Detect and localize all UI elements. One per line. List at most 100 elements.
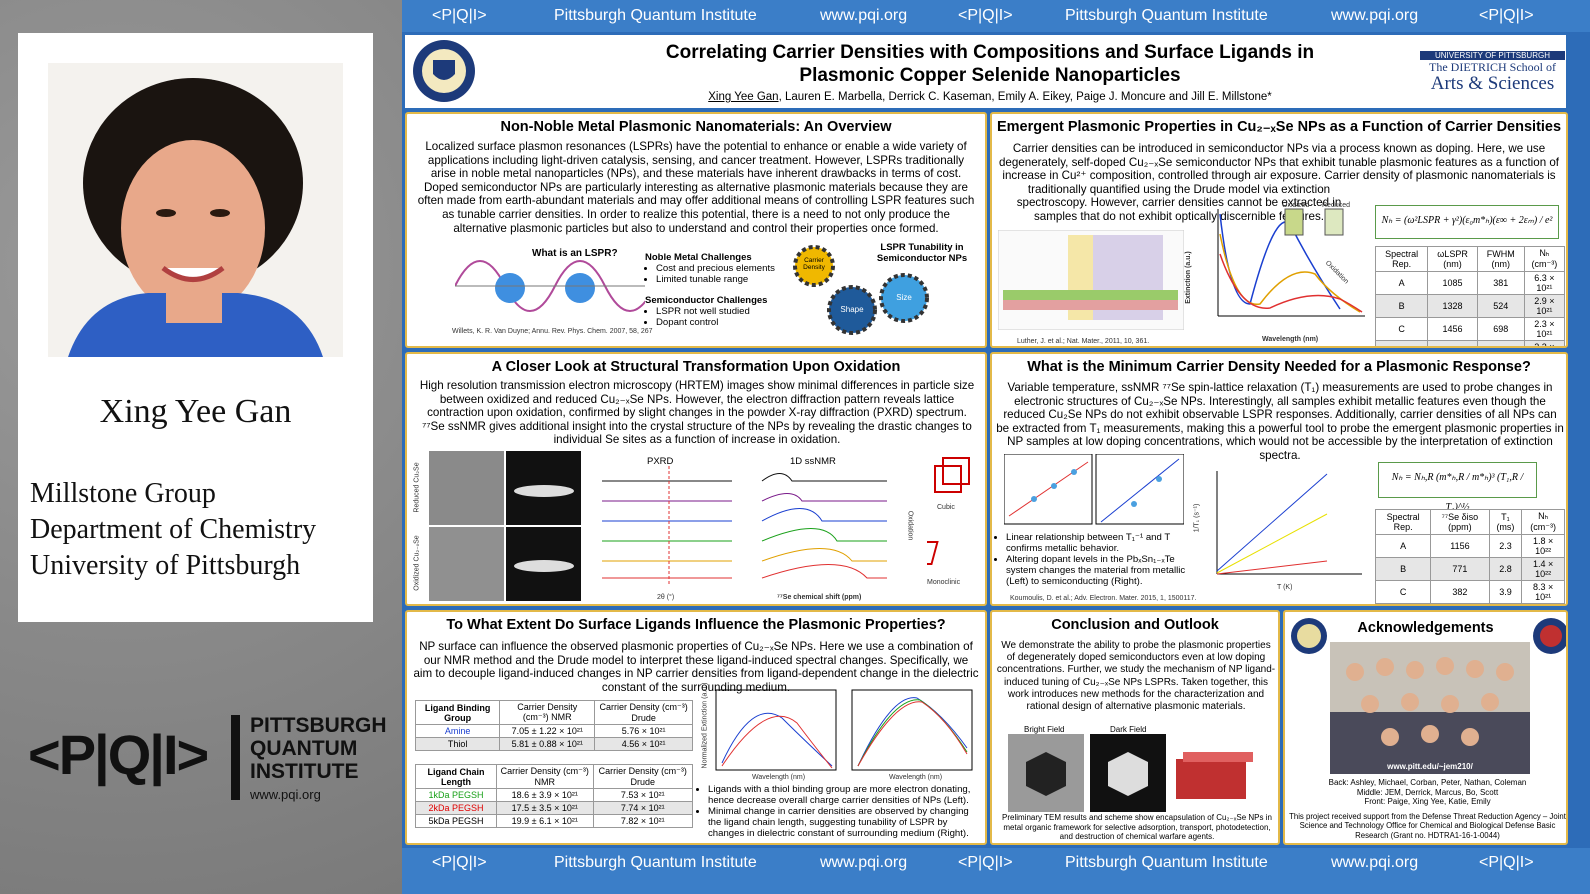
panel-emergent: Emergent Plasmonic Properties in Cu₂₋ₓSe… [990,112,1568,348]
list-title: Noble Metal Challenges [645,252,752,263]
figure-label: Oxidized [1282,202,1310,209]
table-cell: 382 [1430,580,1490,604]
figure-label: Oxidation [906,510,914,541]
table-row: D906.62.3 × 10²¹ [1374,603,1565,604]
axis-label: Wavelength (nm) [752,774,806,781]
citation: Willets, K. R. Van Duyne; Annu. Rev. Phy… [452,328,653,335]
table-cell: 90 [1430,603,1490,604]
names-line: Middle: JEM, Derrick, Marcus, Bo, Scott [1356,787,1499,797]
data-table: Spectral Rep. ⁷⁷Se δiso (ppm) T₁ (ms) Nₕ (c… [1374,509,1565,604]
section-title: Acknowledgements [1357,620,1494,636]
group-photo [1330,642,1530,774]
section-title: Conclusion and Outlook [1051,617,1219,633]
table-cell: 6.3 × 10²¹ [1523,271,1566,295]
header-cell: Ligand Chain Length [415,764,497,789]
data-table: Ligand Binding Group Carrier Density (cm⁻… [414,700,693,751]
table-cell: 3.9 [1488,580,1523,604]
bullet: Cost and precious elements [656,263,795,274]
table-cell: 381 [1476,271,1525,295]
data-table: Spectral Rep. ωLSPR (nm) FWHM (nm) Nₕ (cm⁻³… [1374,246,1566,346]
table-header-row: Spectral Rep. ⁷⁷Se δiso (ppm) T₁ (ms) Nₕ (c… [1374,509,1565,535]
university-seal [413,40,475,102]
pbsnte-plots [1004,454,1184,525]
figure-label: PXRD [647,456,674,467]
bullets: Ligands with a thiol binding group are m… [697,784,982,839]
banner-url: www.pqi.org [1331,7,1419,24]
banner-name: Pittsburgh Quantum Institute [554,7,757,24]
logo-line: INSTITUTE [250,760,359,783]
axis-label: Wavelength (nm) [889,774,943,781]
table-row: D166810242.2 × 10²¹ [1374,340,1566,346]
table-cell: 698 [1476,317,1525,341]
table-cell: 2.8 [1488,557,1523,581]
banner-mark: <P|Q|I> [958,854,1013,871]
portrait-photo [48,63,343,357]
axis-label: Normalized Extinction (a.u.) [701,682,709,769]
table-cell: 5.76 × 10²¹ [594,724,693,738]
affiliation-line: Department of Chemistry [30,514,317,545]
gear-label: Carrier Density [803,257,825,271]
gear-label: Size [896,293,912,302]
table-cell: 1328 [1427,294,1478,318]
table-row: Thiol 5.81 ± 0.88 × 10²¹ 4.56 × 10²¹ [414,737,693,751]
school-logo: UNIVERSITY OF PITTSBURGH The DIETRICH Sc… [1420,51,1565,93]
logo-text: PITTSBURGH QUANTUM INSTITUTE www.pqi.org [250,714,387,806]
figure-label: Oxidized Cu₂₋ₓSe [413,535,421,591]
panel-conclusion: Conclusion and Outlook We demonstrate th… [990,610,1280,845]
section-body: Carrier densities can be introduced in s… [998,142,1560,223]
authors: Xing Yee Gan, Lauren E. Marbella, Derric… [585,91,1395,103]
table-row: Amine 7.05 ± 1.22 × 10²¹ 5.76 × 10²¹ [414,724,693,738]
table-header-row: Spectral Rep. ωLSPR (nm) FWHM (nm) Nₕ (cm⁻³… [1374,246,1566,272]
figure-label: Reduced Cu₂Se [413,462,421,513]
table-row: 2kDa PEGSH 17.5 ± 3.5 × 10²¹ 7.74 × 10²¹ [415,801,693,815]
axis-label: 1/T₁ (s⁻¹) [1193,503,1201,533]
table-cell: D [1374,340,1429,346]
header: Correlating Carrier Densities with Compo… [405,35,1566,108]
table-cell: 6.6 [1488,603,1523,604]
section-body: We demonstrate the ability to probe the … [996,640,1276,713]
figure-label: Reduced [1322,202,1351,209]
table-row: 1kDa PEGSH 18.6 ± 3.9 × 10²¹ 7.53 × 10²¹ [415,788,693,802]
panel-overview: Non-Noble Metal Plasmonic Nanomaterials:… [405,112,987,348]
section-body: NP surface can influence the observed pl… [413,640,979,694]
bullet: Ligands with a thiol binding group are m… [708,784,982,806]
equation: Nₕ = Nₕ,R (m*ₕ,R / m*ₕ)³ (T₁,R / T₁)^½ [1378,462,1537,513]
figure-label: 1D ssNMR [790,456,836,467]
table-cell: C [1374,580,1432,604]
table-cell: Amine [414,724,501,738]
table-cell: 7.82 × 10²¹ [592,814,693,828]
header-cell: ωLSPR (nm) [1427,246,1478,272]
tem-images [429,451,581,601]
section-title: A Closer Look at Structural Transformati… [491,359,901,375]
table-cell: 1kDa PEGSH [415,788,497,802]
table-cell: A [1374,534,1432,558]
table-row: A 1085 381 6.3 × 10²¹ [1374,271,1566,295]
banner-mark: <P|Q|I> [1479,854,1534,871]
names-line: Front: Paige, Xing Yee, Katie, Emily [1364,797,1491,806]
list-title: Semiconductor Challenges [645,295,768,306]
header-cell: Spectral Rep. [1374,509,1432,535]
logo-line: PITTSBURGH [250,714,387,737]
extinction-plot [1217,208,1365,317]
profile-name: Xing Yee Gan [99,393,292,430]
figure-label: Dark Field [1110,725,1147,734]
section-title: Non-Noble Metal Plasmonic Nanomaterials:… [500,119,892,135]
logo-url: www.pqi.org [250,787,321,802]
header-cell: Nₕ (cm⁻³) [1521,509,1565,535]
bullet: Limited tunable range [656,274,795,285]
challenges: Noble Metal Challenges Cost and precious… [645,252,795,328]
table-cell: C [1374,317,1429,341]
header-cell: T₁ (ms) [1488,509,1523,535]
banner-url: www.pqi.org [820,854,908,871]
banner-name: Pittsburgh Quantum Institute [1065,854,1268,871]
table-header-row: Ligand Chain Length Carrier Density (cm⁻³… [415,764,693,789]
table-row: C 1456 698 2.3 × 10²¹ [1374,317,1566,341]
section-body-box: Carrier densities can be introduced in s… [996,142,1562,226]
header-cell: Spectral Rep. [1374,246,1429,272]
table-wrap: Ligand Chain Length Carrier Density (cm⁻³… [415,764,693,828]
table-row: A 1156 2.3 1.8 × 10²² [1374,534,1565,558]
table-cell: 524 [1476,294,1525,318]
axis-label: ⁷⁷Se chemical shift (ppm) [777,594,862,601]
bullet: Altering dopant levels in the PbₓSn₁₋ₓTe… [1006,554,1190,587]
header-cell: ⁷⁷Se δiso (ppm) [1430,509,1490,535]
